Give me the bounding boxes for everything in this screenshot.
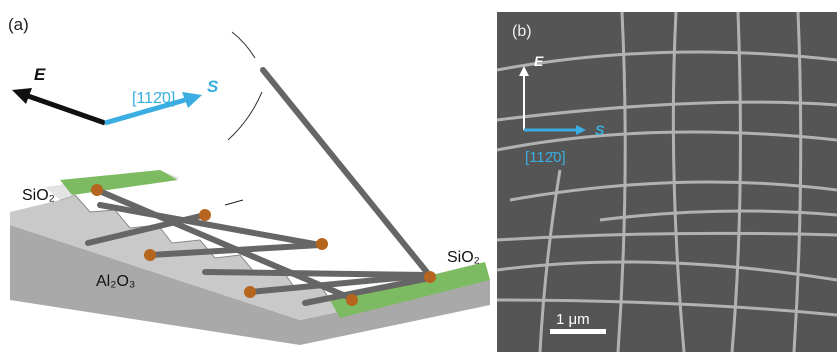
direction-label: [112̄0] <box>132 90 175 107</box>
scale-bar <box>550 329 606 334</box>
field-label: E <box>534 53 544 69</box>
oxide-label: SiO₂ <box>447 249 480 266</box>
oxide-left <box>60 170 178 195</box>
direction-label: [112̄0] <box>525 149 566 166</box>
field-label: E <box>34 65 46 84</box>
s-arrowhead <box>182 92 202 108</box>
step-label: S <box>207 77 219 96</box>
rotation-arrow <box>232 32 255 58</box>
step-label: S <box>595 122 605 138</box>
panel-b: (b) E S [112̄0] 1 μm <box>497 12 837 352</box>
scale-label: 1 μm <box>556 311 590 328</box>
substrate-label: Al₂O₃ <box>96 273 135 290</box>
panel-label: (b) <box>512 23 532 40</box>
panel-a: (a) E [112̄0] S <box>8 15 490 345</box>
e-arrowhead <box>12 88 32 104</box>
figure: (a) E [112̄0] S <box>0 0 837 352</box>
oxide-label: SiO₂ <box>22 187 55 204</box>
rotation-arrow <box>228 92 262 140</box>
arrow <box>225 200 243 205</box>
panel-label: (a) <box>8 15 29 34</box>
e-arrow <box>28 96 105 123</box>
